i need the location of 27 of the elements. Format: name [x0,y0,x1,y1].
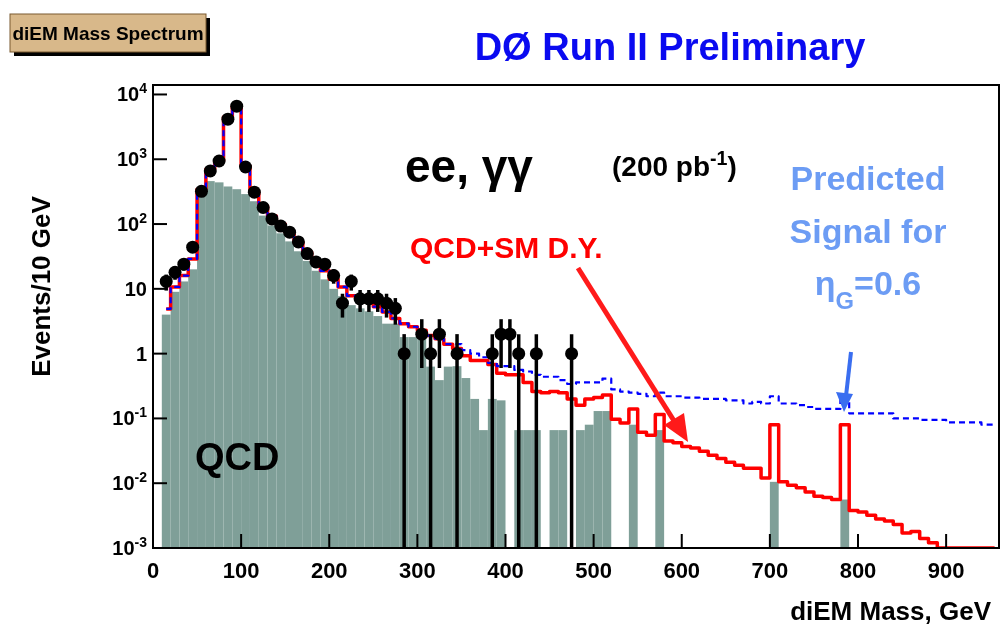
y-tick-label: 10$^{2}$ [116,210,148,236]
y-axis-title: Events/10 GeV [26,195,56,377]
x-tick-label: 700 [751,558,789,583]
annotation: ee, γγ [405,140,534,192]
series-label: QCD+SM D.Y. [410,231,603,264]
y-tick-label: 10$^{-1}$ [112,404,148,430]
x-tick-label: 100 [222,558,260,583]
x-tick-label: 200 [310,558,348,583]
x-tick-label: 600 [663,558,701,583]
y-tick-label: 10$^{3}$ [116,145,148,171]
y-tick-label: 10$^{-3}$ [112,534,148,559]
annotation: (200 pb$^{-1}$) [612,147,737,182]
chart-title: diEM Mass Spectrum [12,23,204,44]
y-tick-label: 10 [124,277,147,300]
y-tick-label: 10$^{-2}$ [112,469,148,495]
x-tick-label: 800 [839,558,877,583]
y-tick-label: 1 [135,342,147,365]
y-tick-label: 10$^{4}$ [116,80,148,106]
x-tick-label: 300 [399,558,436,583]
text: Predicted Signal for η$_{G}$=0.6 [789,159,947,314]
x-axis-title: diEM Mass, GeV [790,596,992,626]
x-tick-label: 900 [927,558,965,583]
x-tick-label: 400 [487,558,524,583]
series-label: QCD [195,436,280,478]
chart-subtitle: DØ Run II Preliminary [474,26,866,68]
x-tick-label: 500 [575,558,612,583]
x-tick-label: 0 [146,558,160,583]
